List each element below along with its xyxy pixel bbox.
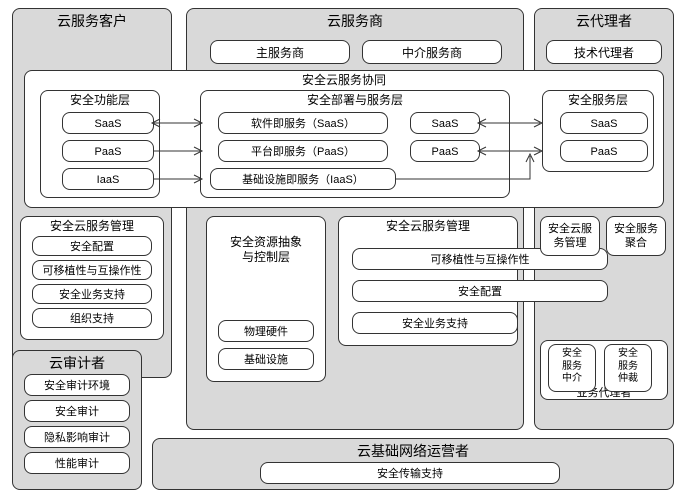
prov-mgmt-item-2: 安全业务支持: [352, 312, 518, 334]
cust-mgmt-item-0: 安全配置: [32, 236, 152, 256]
deploy-left-2: 基础设施即服务（IaaS）: [210, 168, 396, 190]
cust-mgmt-item-2-label: 安全业务支持: [33, 289, 151, 302]
svc-item-0: SaaS: [560, 112, 648, 134]
func-item-2-label: IaaS: [63, 174, 153, 187]
auditor-item-3: 性能审计: [24, 452, 130, 474]
deploy-right-1-label: PaaS: [411, 146, 479, 159]
res-abs-item-0-label: 物理硬件: [219, 326, 313, 339]
svc-item-1: PaaS: [560, 140, 648, 162]
auditor-item-3-label: 性能审计: [25, 458, 129, 471]
coord-band-label: 安全云服务协同: [25, 73, 663, 87]
auditor-item-1-label: 安全审计: [25, 406, 129, 419]
auditor-item-2-label: 隐私影响审计: [25, 432, 129, 445]
res-abs-item-0: 物理硬件: [218, 320, 314, 342]
cust-mgmt-item-0-label: 安全配置: [33, 241, 151, 254]
deploy-left-1-label: 平台即服务（PaaS）: [219, 146, 387, 159]
func-item-0-label: SaaS: [63, 118, 153, 131]
provider-main: 主服务商: [210, 40, 350, 64]
prov-mgmt-item-1-label: 安全配置: [353, 286, 607, 299]
cust-mgmt-item-1: 可移植性与互操作性: [32, 260, 152, 280]
biz-item-1: 安全服务仲裁: [604, 344, 652, 392]
cust-mgmt-item-1-label: 可移植性与互操作性: [33, 265, 151, 278]
deploy-left-2-label: 基础设施即服务（IaaS）: [211, 174, 395, 187]
res-abs-label: 安全资源抽象与控制层: [207, 235, 325, 265]
carrier-item-label: 安全传输支持: [261, 468, 559, 481]
res-abs-item-1-label: 基础设施: [219, 354, 313, 367]
panel-agent-label: 云代理者: [535, 13, 673, 30]
svc-layer-label: 安全服务层: [543, 93, 653, 107]
agent-svc-agg-label: 安全服务聚合: [607, 223, 665, 251]
agent-svc-agg: 安全服务聚合: [606, 216, 666, 256]
auditor-item-0-label: 安全审计环境: [25, 380, 129, 393]
panel-provider-label: 云服务商: [187, 13, 523, 30]
deploy-layer-label: 安全部署与服务层: [201, 93, 509, 107]
cust-mgmt-label: 安全云服务管理: [21, 219, 163, 233]
res-abs-item-1: 基础设施: [218, 348, 314, 370]
provider-inter-label: 中介服务商: [363, 46, 501, 60]
prov-mgmt-item-2-label: 安全业务支持: [353, 318, 517, 331]
deploy-left-0: 软件即服务（SaaS）: [218, 112, 388, 134]
deploy-left-1: 平台即服务（PaaS）: [218, 140, 388, 162]
func-layer-label: 安全功能层: [41, 93, 159, 107]
panel-customer-label: 云服务客户: [13, 13, 171, 30]
carrier-item: 安全传输支持: [260, 462, 560, 484]
deploy-right-1: PaaS: [410, 140, 480, 162]
func-item-0: SaaS: [62, 112, 154, 134]
func-item-2: IaaS: [62, 168, 154, 190]
deploy-right-0: SaaS: [410, 112, 480, 134]
cust-mgmt-item-3: 组织支持: [32, 308, 152, 328]
svc-item-1-label: PaaS: [561, 146, 647, 159]
deploy-left-0-label: 软件即服务（SaaS）: [219, 118, 387, 131]
func-item-1-label: PaaS: [63, 146, 153, 159]
provider-main-label: 主服务商: [211, 46, 349, 60]
prov-mgmt-item-1: 安全配置: [352, 280, 608, 302]
func-item-1: PaaS: [62, 140, 154, 162]
auditor-item-2: 隐私影响审计: [24, 426, 130, 448]
cust-mgmt-item-2: 安全业务支持: [32, 284, 152, 304]
agent-svc-mgmt-label: 安全云服务管理: [541, 223, 599, 251]
auditor-item-1: 安全审计: [24, 400, 130, 422]
biz-item-0-label: 安全服务中介: [549, 348, 595, 386]
biz-item-0: 安全服务中介: [548, 344, 596, 392]
panel-carrier-label: 云基础网络运营者: [153, 443, 673, 460]
cust-mgmt-item-3-label: 组织支持: [33, 313, 151, 326]
agent-tech: 技术代理者: [546, 40, 662, 64]
auditor-item-0: 安全审计环境: [24, 374, 130, 396]
panel-auditor-label: 云审计者: [13, 355, 141, 372]
agent-tech-label: 技术代理者: [547, 46, 661, 60]
agent-svc-mgmt: 安全云服务管理: [540, 216, 600, 256]
provider-inter: 中介服务商: [362, 40, 502, 64]
svc-item-0-label: SaaS: [561, 118, 647, 131]
prov-mgmt-label: 安全云服务管理: [339, 219, 517, 233]
deploy-right-0-label: SaaS: [411, 118, 479, 131]
biz-item-1-label: 安全服务仲裁: [605, 348, 651, 386]
